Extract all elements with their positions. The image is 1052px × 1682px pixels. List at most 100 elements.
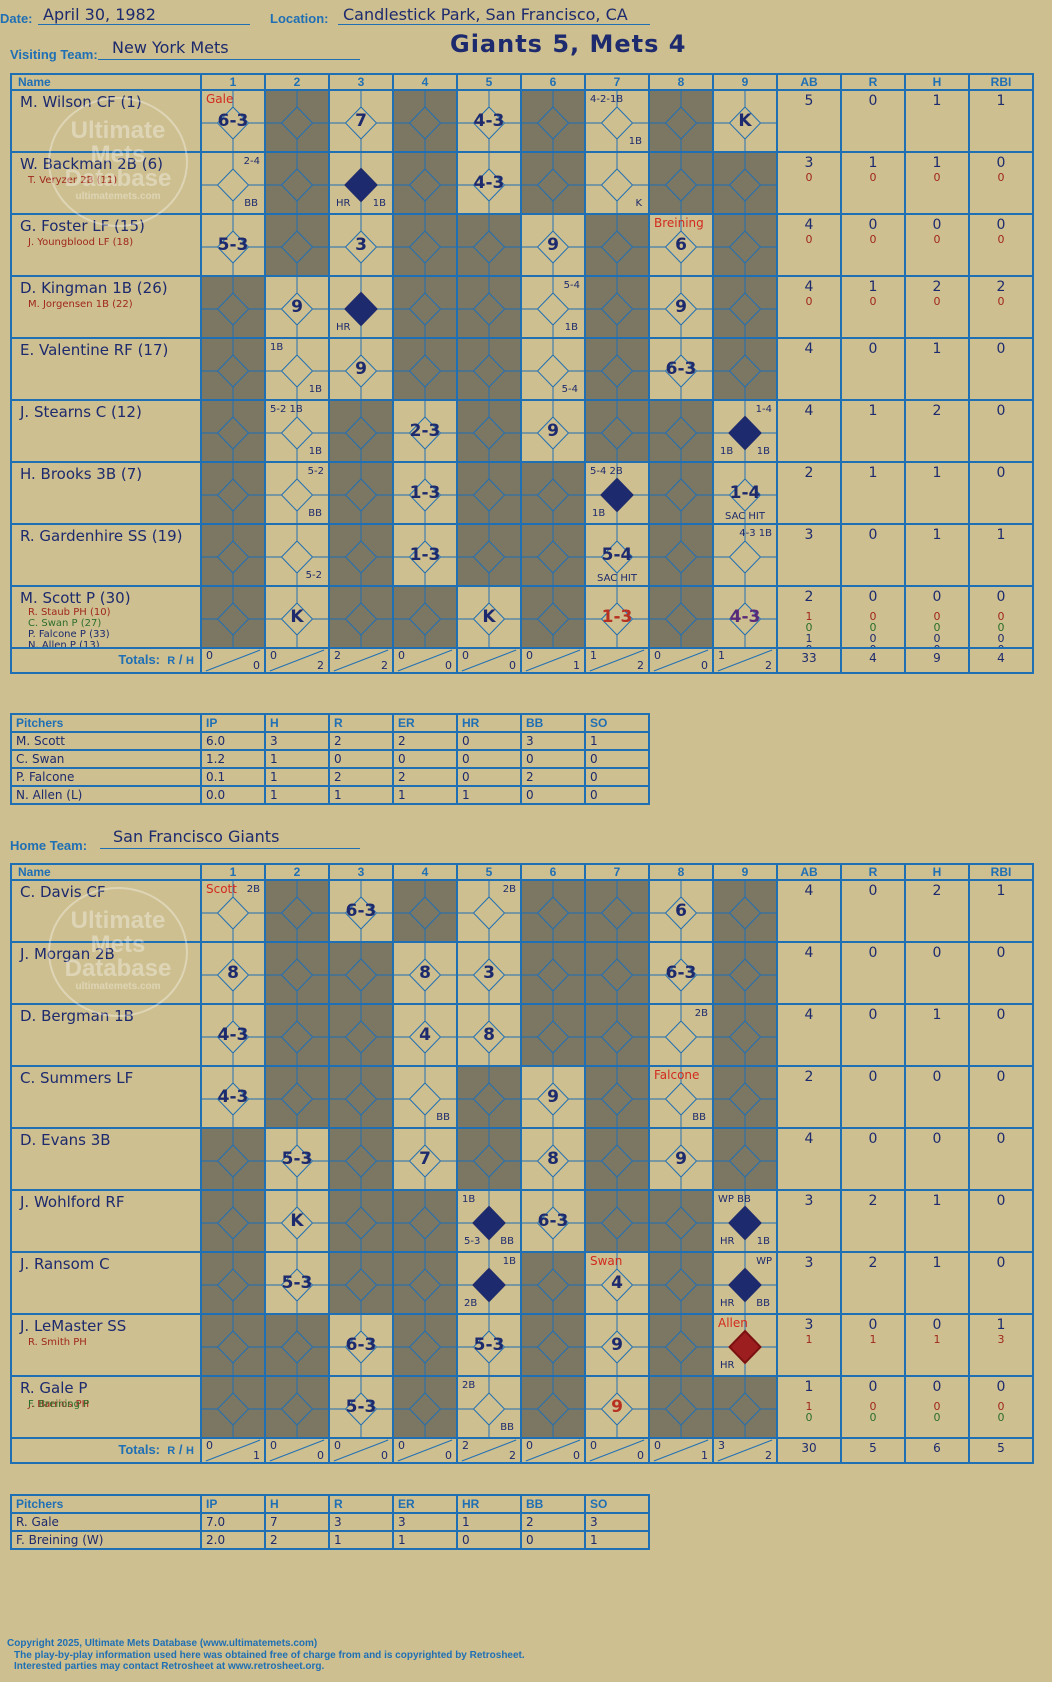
stat-value: 0	[996, 589, 1006, 605]
pitcher-stat: 1	[264, 785, 330, 805]
stat-value: 0	[805, 621, 813, 634]
stat-value: 0	[843, 643, 903, 646]
stat-value: 0	[869, 621, 877, 634]
stat-value: 1	[932, 527, 942, 543]
inning-runs: 0	[270, 1439, 277, 1452]
at-bat-cell-inning-7: Swan 4	[584, 1251, 650, 1315]
pitcher-col-header: BB	[520, 713, 586, 733]
stat-cell-ab: 4	[776, 1127, 842, 1191]
stat-value: 0	[868, 341, 878, 357]
stat-value: 0	[868, 1007, 878, 1023]
play-note: 5-4 2B	[590, 466, 623, 477]
at-bat-cell-inning-6	[520, 523, 586, 587]
stat-cell-h: 2	[904, 399, 970, 463]
stat-cell-ab: 4	[776, 941, 842, 1005]
stat-value: 0	[997, 610, 1005, 623]
at-bat-cell-inning-8: Breining 6	[648, 213, 714, 277]
inning-header-6: 6	[520, 863, 586, 881]
total-rbi: 5	[968, 1437, 1034, 1464]
stat-value: 0	[907, 643, 967, 646]
stat-value: 0	[869, 171, 877, 184]
inning-header-2: 2	[264, 73, 330, 91]
at-bat-cell-inning-1	[200, 585, 266, 649]
stat-cell-ab: 4	[776, 879, 842, 943]
at-bat-cell-inning-5	[456, 461, 522, 525]
stat-value: 4	[804, 341, 814, 357]
play-note: 4-3 1B	[739, 528, 772, 539]
pitcher-stat: 1	[392, 785, 458, 805]
stat-value: 0	[805, 233, 813, 246]
at-bat-cell-inning-5: 4-3	[456, 151, 522, 215]
stat-cell-h: 2	[904, 879, 970, 943]
at-bat-cell-inning-3: 6-3	[328, 1313, 394, 1377]
at-bat-cell-inning-2	[264, 1313, 330, 1377]
pitcher-stat: 3	[584, 1512, 650, 1532]
play-note: 1B	[462, 1194, 476, 1205]
stat-cell-rbi: 0	[968, 941, 1034, 1005]
substitute-name: C. Swan P (27)	[28, 618, 102, 629]
at-bat-cell-inning-5: 8	[456, 1003, 522, 1067]
at-bat-cell-inning-6	[520, 1003, 586, 1067]
stat-value: 0	[933, 632, 941, 645]
total-value: 33	[801, 651, 817, 665]
play-note: 1B	[564, 322, 578, 333]
stat-value: 0	[932, 1131, 942, 1147]
batter-name: D. Kingman 1B (26)	[20, 279, 168, 297]
substitute-name: M. Jorgensen 1B (22)	[28, 299, 133, 310]
play-note: K	[635, 198, 642, 209]
batter-row: J. Ransom C 5-3 1B 2B Swan 4 WP HR BB 3 2 1 0	[10, 1251, 1034, 1315]
at-bat-cell-inning-8: 6	[648, 879, 714, 943]
inning-header-2: 2	[264, 863, 330, 881]
batter-name-cell: R. Gardenhire SS (19)	[10, 523, 202, 587]
pitcher-stat: 0.0	[200, 785, 266, 805]
game-title: Giants 5, Mets 4	[450, 30, 687, 58]
at-bat-cell-inning-8: 2B	[648, 1003, 714, 1067]
play-result: 9	[675, 297, 687, 317]
at-bat-cell-inning-4: BB	[392, 1065, 458, 1129]
inning-hits: 2	[765, 659, 772, 672]
inning-runs: 3	[718, 1439, 725, 1452]
at-bat-cell-inning-4: 7	[392, 1127, 458, 1191]
play-result: 6-3	[345, 1335, 377, 1355]
at-bat-cell-inning-2: K	[264, 1189, 330, 1253]
play-note: 1B	[756, 1236, 770, 1247]
at-bat-cell-inning-4	[392, 879, 458, 943]
play-result: 1-3	[409, 545, 441, 565]
at-bat-cell-inning-2: K	[264, 585, 330, 649]
stat-cell-ab: 3	[776, 1251, 842, 1315]
play-result: K	[482, 607, 496, 627]
pitcher-stat: 0	[584, 749, 650, 769]
at-bat-cell-inning-7: K	[584, 151, 650, 215]
inning-hits: 1	[573, 659, 580, 672]
pitcher-stat: 0	[328, 749, 394, 769]
at-bat-cell-inning-5: 2B BB	[456, 1375, 522, 1439]
at-bat-cell-inning-4	[392, 89, 458, 153]
play-result: 4-3	[473, 111, 505, 131]
game-location: Candlestick Park, San Francisco, CA	[343, 5, 628, 24]
at-bat-cell-inning-2	[264, 1003, 330, 1067]
batter-row: G. Foster LF (15) J. Youngblood LF (18) 5-…	[10, 213, 1034, 277]
at-bat-cell-inning-4	[392, 1251, 458, 1315]
stat-value: 2	[804, 1069, 814, 1085]
at-bat-cell-inning-3: 5-3	[328, 1375, 394, 1439]
play-result: 6-3	[345, 901, 377, 921]
footer-retrosheet: The play-by-play information used here w…	[14, 1650, 525, 1661]
stat-value: 1	[805, 1400, 813, 1413]
stat-value: 2	[932, 279, 942, 295]
inning-header-3: 3	[328, 863, 394, 881]
at-bat-cell-inning-5	[456, 1065, 522, 1129]
at-bat-cell-inning-9: 4-3 1B	[712, 523, 778, 587]
play-result: 5-3	[473, 1335, 505, 1355]
at-bat-cell-inning-9: WP BB HR 1B	[712, 1189, 778, 1253]
at-bat-cell-inning-3: 3	[328, 213, 394, 277]
play-note: HR	[720, 1360, 735, 1371]
batter-name-cell: M. Scott P (30) R. Staub PH (10) C. Swan P…	[10, 585, 202, 649]
total-h: 6	[904, 1437, 970, 1464]
at-bat-cell-inning-3: HR	[328, 275, 394, 339]
inning-header-8: 8	[648, 863, 714, 881]
pitcher-stat: 1	[584, 1530, 650, 1550]
stat-cell-r: 0	[840, 1003, 906, 1067]
